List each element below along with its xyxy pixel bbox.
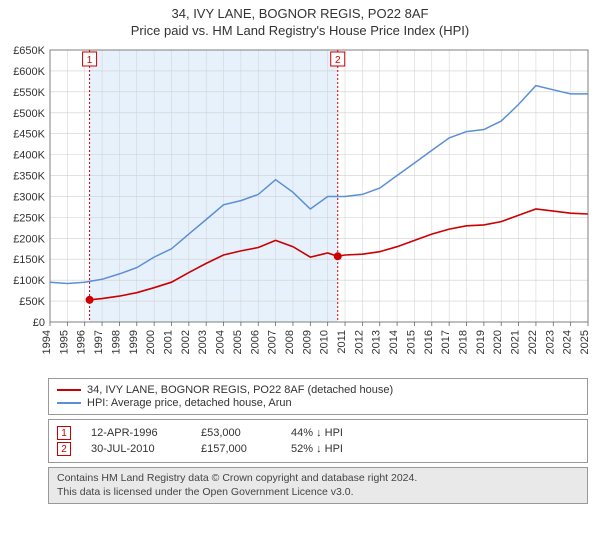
svg-text:£650K: £650K [13, 45, 45, 57]
svg-text:£200K: £200K [13, 233, 45, 245]
svg-text:1995: 1995 [58, 330, 70, 354]
svg-text:1: 1 [87, 55, 93, 66]
svg-text:2008: 2008 [284, 330, 296, 354]
line-chart-svg: £0 £50K £100K £150K £200K £250K £300K £350K £400… [0, 42, 600, 372]
sale-diff-1: 44% ↓ HPI [291, 427, 343, 439]
svg-text:2009: 2009 [301, 330, 313, 354]
legend-row-hpi: HPI: Average price, detached house, Arun [57, 397, 579, 409]
svg-text:2013: 2013 [371, 330, 383, 354]
svg-text:£400K: £400K [13, 150, 45, 162]
sale-row-2: 2 30-JUL-2010 £157,000 52% ↓ HPI [57, 442, 579, 456]
svg-text:2024: 2024 [562, 330, 574, 354]
svg-text:2022: 2022 [527, 330, 539, 354]
svg-text:2023: 2023 [544, 330, 556, 354]
legend-swatch-hpi [57, 402, 81, 404]
sale-marker-2: 2 [57, 442, 71, 456]
title-line-1: 34, IVY LANE, BOGNOR REGIS, PO22 8AF [0, 0, 600, 21]
svg-text:2016: 2016 [423, 330, 435, 354]
legend-label-hpi: HPI: Average price, detached house, Arun [87, 397, 292, 409]
svg-text:2002: 2002 [180, 330, 192, 354]
svg-text:2004: 2004 [215, 330, 227, 354]
sale-diff-2: 52% ↓ HPI [291, 443, 343, 455]
footer-box: Contains HM Land Registry data © Crown c… [48, 467, 588, 504]
svg-text:2021: 2021 [510, 330, 522, 354]
svg-text:£350K: £350K [13, 171, 45, 183]
sale-date-1: 12-APR-1996 [91, 427, 181, 439]
svg-text:2006: 2006 [249, 330, 261, 354]
chart-area: £0 £50K £100K £150K £200K £250K £300K £350K £400… [0, 42, 600, 372]
svg-text:2007: 2007 [267, 330, 279, 354]
svg-text:£300K: £300K [13, 191, 45, 203]
legend-swatch-property [57, 389, 81, 391]
sale-marker-1: 1 [57, 426, 71, 440]
svg-text:2000: 2000 [145, 330, 157, 354]
svg-text:£500K: £500K [13, 108, 45, 120]
legend-box: 34, IVY LANE, BOGNOR REGIS, PO22 8AF (de… [48, 378, 588, 415]
svg-text:1998: 1998 [110, 330, 122, 354]
sale-row-1: 1 12-APR-1996 £53,000 44% ↓ HPI [57, 426, 579, 440]
legend-row-property: 34, IVY LANE, BOGNOR REGIS, PO22 8AF (de… [57, 384, 579, 396]
svg-text:£550K: £550K [13, 87, 45, 99]
sale-date-2: 30-JUL-2010 [91, 443, 181, 455]
svg-text:2014: 2014 [388, 330, 400, 354]
svg-text:2001: 2001 [162, 330, 174, 354]
svg-text:2: 2 [335, 55, 341, 66]
svg-text:2017: 2017 [440, 330, 452, 354]
svg-text:£50K: £50K [19, 296, 45, 308]
svg-text:2015: 2015 [405, 330, 417, 354]
svg-text:2010: 2010 [319, 330, 331, 354]
svg-text:2020: 2020 [492, 330, 504, 354]
footer-line-2: This data is licensed under the Open Gov… [57, 486, 579, 500]
svg-text:1996: 1996 [76, 330, 88, 354]
svg-text:2011: 2011 [336, 330, 348, 354]
svg-text:£0: £0 [33, 317, 45, 329]
svg-text:2003: 2003 [197, 330, 209, 354]
sales-box: 1 12-APR-1996 £53,000 44% ↓ HPI 2 30-JUL… [48, 419, 588, 463]
svg-text:1997: 1997 [93, 330, 105, 354]
svg-text:2025: 2025 [579, 330, 591, 354]
footer-line-1: Contains HM Land Registry data © Crown c… [57, 472, 579, 486]
sale-price-2: £157,000 [201, 443, 271, 455]
svg-text:£150K: £150K [13, 254, 45, 266]
svg-text:2005: 2005 [232, 330, 244, 354]
svg-text:2019: 2019 [475, 330, 487, 354]
svg-text:2018: 2018 [458, 330, 470, 354]
title-line-2: Price paid vs. HM Land Registry's House … [0, 21, 600, 42]
sale-price-1: £53,000 [201, 427, 271, 439]
svg-text:1994: 1994 [41, 330, 53, 354]
svg-text:2012: 2012 [353, 330, 365, 354]
svg-text:£600K: £600K [13, 66, 45, 78]
svg-text:£250K: £250K [13, 212, 45, 224]
legend-label-property: 34, IVY LANE, BOGNOR REGIS, PO22 8AF (de… [87, 384, 393, 396]
svg-text:1999: 1999 [128, 330, 140, 354]
svg-text:£450K: £450K [13, 129, 45, 141]
chart-container: 34, IVY LANE, BOGNOR REGIS, PO22 8AF Pri… [0, 0, 600, 560]
svg-text:£100K: £100K [13, 275, 45, 287]
